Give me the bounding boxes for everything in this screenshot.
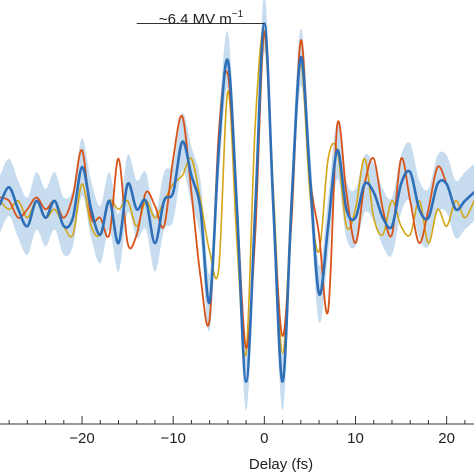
x-tick-label: −20 [69,430,94,447]
series-3-line [0,22,474,383]
x-tick-label: −10 [160,430,185,447]
amplitude-label: ~6.4 MV m−1 [159,9,244,28]
x-axis: −20 −10 0 10 20 Delay (fs) [0,416,474,473]
x-tick-label: 0 [260,430,268,447]
amplitude-label-exponent: −1 [232,9,244,20]
x-tick-label: 20 [438,430,455,447]
amplitude-annotation: ~6.4 MV m−1 [136,9,265,28]
plot-area [0,0,474,411]
amplitude-label-main: ~6.4 MV m [159,11,232,28]
series-layer [0,22,474,383]
x-tick-label: 10 [347,430,364,447]
x-ticks: −20 −10 0 10 20 [8,416,466,447]
series-2-line [0,31,474,349]
x-axis-title: Delay (fs) [249,456,313,473]
